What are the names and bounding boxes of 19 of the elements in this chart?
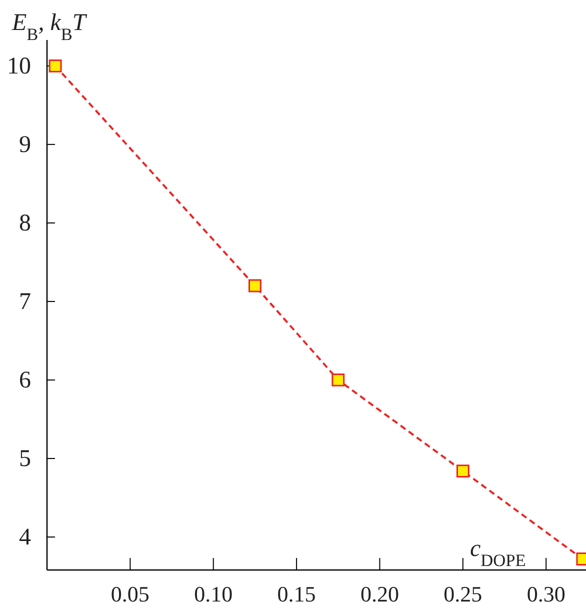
y-tick-label: 6 (19, 368, 31, 394)
x-tick-label: 0.05 (110, 582, 150, 607)
y-tick-label: 9 (19, 132, 31, 158)
point (48, 59, 62, 72)
point (456, 464, 470, 478)
x-tick-label: 0.10 (194, 582, 233, 607)
x-axis-title: c$_{DOPE}$ (470, 536, 526, 570)
point (332, 374, 345, 386)
y-tick-label: 8 (19, 210, 31, 237)
y-tick-label: 7 (19, 289, 31, 316)
x-tick-label: 0.20 (360, 582, 399, 607)
y-axis-title: E$_{B}$, k$_{B}$T (11, 10, 88, 44)
y-tick-label: 4 (19, 524, 31, 551)
point (248, 279, 262, 292)
y-tick-label: 10 (7, 54, 31, 80)
y-tick-label: 5 (19, 446, 31, 472)
x-tick-label: 0.25 (444, 582, 482, 607)
x-tick-label: 0.15 (277, 582, 316, 607)
x-tick-label: 0.30 (526, 582, 566, 607)
